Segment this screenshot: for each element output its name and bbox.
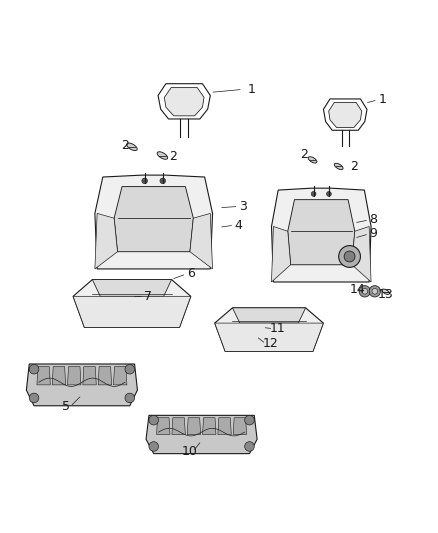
Polygon shape [92, 279, 172, 296]
Polygon shape [164, 87, 204, 116]
Text: 10: 10 [181, 445, 198, 458]
Polygon shape [272, 188, 371, 282]
Polygon shape [272, 227, 291, 282]
Polygon shape [157, 418, 170, 434]
Circle shape [359, 286, 371, 297]
Polygon shape [352, 227, 371, 282]
Text: 5: 5 [62, 400, 70, 413]
Circle shape [369, 286, 381, 297]
Text: 12: 12 [262, 337, 278, 351]
Polygon shape [146, 415, 257, 454]
Circle shape [125, 393, 134, 403]
Polygon shape [288, 200, 355, 265]
Circle shape [149, 442, 159, 451]
Polygon shape [215, 308, 323, 351]
Ellipse shape [157, 152, 168, 159]
Circle shape [125, 365, 134, 374]
Circle shape [327, 191, 331, 196]
Polygon shape [95, 213, 117, 269]
Ellipse shape [308, 157, 317, 163]
Text: 4: 4 [235, 219, 243, 232]
Polygon shape [215, 323, 323, 351]
Polygon shape [202, 418, 216, 434]
Circle shape [245, 415, 254, 425]
Text: 8: 8 [370, 213, 378, 227]
Ellipse shape [127, 143, 137, 151]
Ellipse shape [382, 289, 389, 294]
Text: 7: 7 [145, 289, 152, 303]
Text: 14: 14 [350, 282, 365, 296]
Circle shape [29, 365, 39, 374]
Polygon shape [67, 367, 81, 385]
Circle shape [311, 191, 316, 196]
Circle shape [372, 288, 378, 294]
Circle shape [29, 393, 39, 403]
Text: 2: 2 [300, 148, 308, 161]
Text: 1: 1 [378, 93, 386, 106]
Circle shape [149, 415, 159, 425]
Text: 1: 1 [248, 83, 256, 96]
Polygon shape [328, 102, 362, 127]
Text: 6: 6 [187, 268, 194, 280]
Circle shape [142, 178, 148, 184]
Polygon shape [113, 367, 127, 385]
Polygon shape [37, 367, 50, 385]
Circle shape [362, 288, 367, 294]
Text: 9: 9 [370, 228, 378, 240]
Polygon shape [83, 367, 96, 385]
Polygon shape [190, 213, 212, 269]
Text: 2: 2 [350, 160, 358, 173]
Polygon shape [73, 296, 191, 327]
Text: 11: 11 [270, 322, 286, 335]
Polygon shape [172, 418, 185, 434]
Polygon shape [26, 364, 138, 406]
Text: 13: 13 [378, 288, 393, 301]
Polygon shape [73, 279, 191, 327]
Circle shape [339, 246, 360, 268]
Polygon shape [114, 187, 193, 252]
Circle shape [344, 251, 355, 262]
Polygon shape [233, 418, 247, 434]
Ellipse shape [334, 163, 343, 169]
Polygon shape [218, 418, 231, 434]
Circle shape [160, 178, 166, 184]
Circle shape [245, 442, 254, 451]
Text: 2: 2 [121, 139, 129, 152]
Polygon shape [95, 175, 212, 269]
Polygon shape [187, 418, 201, 434]
Polygon shape [98, 367, 112, 385]
Polygon shape [52, 367, 66, 385]
Polygon shape [233, 308, 306, 323]
Text: 2: 2 [170, 150, 177, 163]
Text: 3: 3 [239, 200, 247, 213]
